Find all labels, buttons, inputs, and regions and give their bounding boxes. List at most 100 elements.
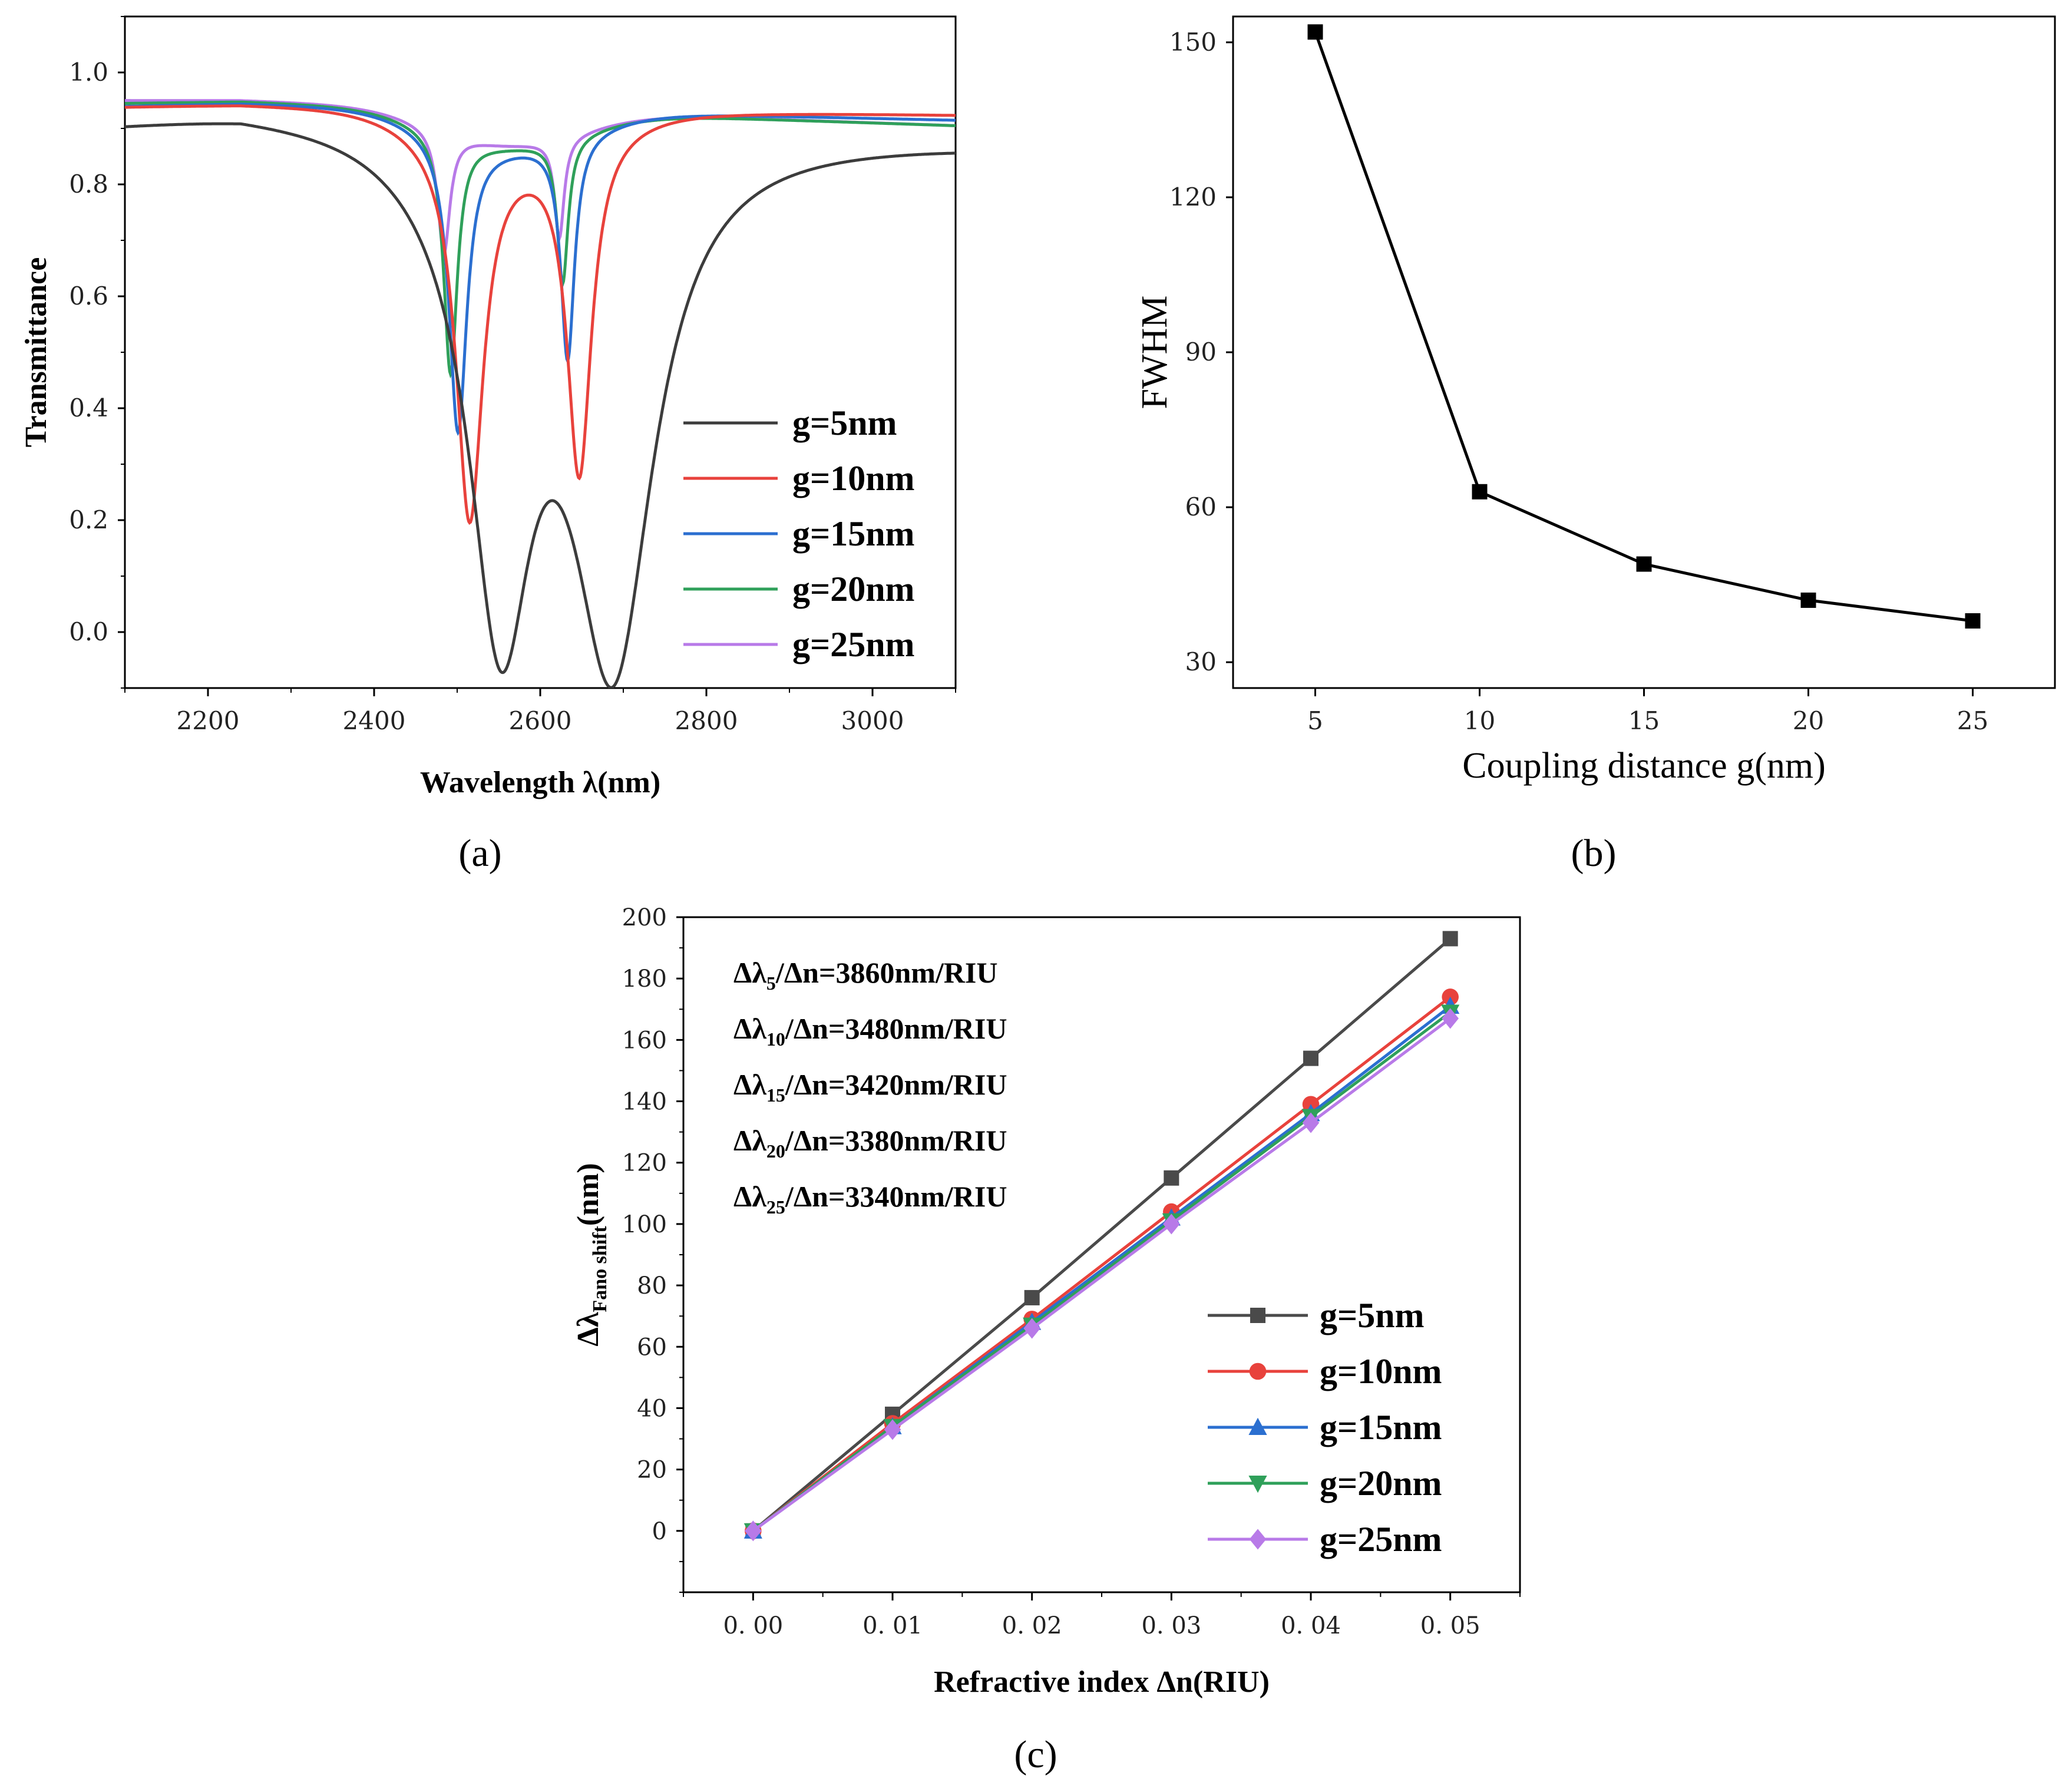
panel-c-yaxis-title-suffix: (nm): [571, 1163, 605, 1226]
panel-c-legend-label: g=15nm: [1320, 1408, 1442, 1447]
panel-c-annotation-sub: 15: [766, 1084, 785, 1106]
panel-a-label: (a): [458, 832, 501, 875]
panel-a-xaxis-title: Wavelength λ(nm): [420, 766, 660, 799]
panel-a-legend-label: g=15nm: [792, 514, 915, 553]
panel-a-ytick-label: 0.4: [69, 393, 108, 422]
panel-b-xtick-label: 25: [1957, 706, 1988, 735]
panel-b-data-point: [1800, 592, 1816, 608]
panel-c-legend-marker: [1249, 1529, 1267, 1550]
panel-c-annotation-post: /Δn=3340nm/RIU: [785, 1180, 1007, 1213]
panel-c-series-line-g=25nm: [752, 1017, 1452, 1532]
panel-c-annotation: Δλ15/Δn=3420nm/RIU: [733, 1068, 1007, 1106]
panel-c-annotation-pre: Δλ: [733, 1180, 766, 1213]
panel-c-annotation-sub: 25: [766, 1196, 785, 1218]
panel-c-legend-marker: [1250, 1308, 1265, 1323]
panel-c-label: (c): [1014, 1733, 1057, 1776]
panel-c-data-point: [1023, 1318, 1040, 1339]
panel-a-ytick-label: 0.6: [69, 282, 108, 310]
panel-c-xtick-label: 0. 01: [862, 1612, 923, 1639]
panel-b-ytick-label: 120: [1169, 183, 1217, 211]
panel-a-xtick-label: 2800: [675, 706, 738, 735]
panel-c-ytick-label: 100: [622, 1211, 667, 1238]
panel-b-xtick-label: 20: [1793, 706, 1824, 735]
panel-c-annotation-post: /Δn=3420nm/RIU: [785, 1068, 1007, 1101]
panel-b-xtick-label: 5: [1307, 706, 1323, 735]
panel-c-annotation-post: /Δn=3480nm/RIU: [785, 1012, 1007, 1045]
panel-c-legend-label: g=25nm: [1320, 1520, 1442, 1559]
panel-c-series-line-g=5nm: [752, 937, 1452, 1532]
panel-a-series-line-g=10nm: [125, 104, 956, 525]
panel-a-yaxis-title: Transmittance: [19, 257, 53, 448]
panel-b-ytick-label: 150: [1169, 28, 1217, 57]
panel-b-fwhm-chart: (b) 30 60 90 120 150 5 10 15 20 25 Coupling distan…: [1135, 15, 2056, 875]
panel-a-ytick-label: 0.2: [69, 505, 108, 534]
panel-b-xtick-label: 10: [1464, 706, 1495, 735]
panel-c-ytick-label: 0: [652, 1518, 667, 1545]
panel-a-legend-label: g=10nm: [792, 459, 915, 498]
panel-a-series-line-g=15nm: [125, 102, 956, 436]
panel-c-annotation: Δλ5/Δn=3860nm/RIU: [733, 956, 997, 994]
panel-c-ytick-label: 60: [637, 1334, 667, 1361]
panel-b-data-point: [1472, 484, 1488, 500]
panel-c-legend-marker: [1248, 1417, 1267, 1435]
panel-c-annotation-pre: Δλ: [733, 1068, 766, 1101]
panel-c-data-point: [1442, 1008, 1459, 1029]
panel-b-yaxis-title: FWHM: [1135, 296, 1175, 409]
panel-c-ytick-label: 40: [637, 1395, 667, 1422]
panel-b-data-point: [1965, 613, 1981, 629]
panel-b-data-point: [1636, 556, 1652, 572]
panel-c-xtick-label: 0. 02: [1002, 1612, 1062, 1639]
panel-a-legend-label: g=20nm: [792, 570, 915, 609]
panel-c-shift-chart: (c) 0 20 40 60 80 100 120 140 160 180 200 0. 00 0. 0…: [571, 904, 1521, 1776]
panel-c-yaxis-title: ΔλFano shift(nm): [571, 1163, 611, 1346]
panel-c-xtick-label: 0. 05: [1420, 1612, 1481, 1639]
panel-c-ytick-label: 200: [622, 904, 667, 931]
panel-b-label: (b): [1571, 832, 1617, 875]
panel-c-ytick-label: 140: [622, 1089, 667, 1116]
panel-c-annotation: Δλ25/Δn=3340nm/RIU: [733, 1180, 1007, 1218]
panel-b-ytick-label: 60: [1185, 492, 1217, 521]
panel-c-annotation-pre: Δλ: [733, 956, 766, 989]
panel-a-xtick-label: 2400: [343, 706, 406, 735]
panel-a-legend-label: g=25nm: [792, 625, 915, 664]
panel-c-data-point: [1302, 1112, 1320, 1133]
panel-a-ytick-label: 0.0: [69, 617, 108, 646]
panel-c-data-point: [1163, 1213, 1180, 1235]
panel-c-data-point: [884, 1419, 901, 1440]
panel-c-annotation-sub: 5: [766, 973, 776, 994]
panel-c-data-point: [1164, 1170, 1179, 1186]
panel-a-legend-label: g=5nm: [792, 404, 897, 442]
panel-b-xtick-label: 15: [1628, 706, 1660, 735]
panel-c-series-line-g=20nm: [752, 1011, 1452, 1532]
panel-a-xtick-label: 2600: [509, 706, 572, 735]
panel-a-series-line-g=5nm: [125, 122, 956, 688]
panel-b-ytick-label: 90: [1185, 338, 1217, 366]
panel-c-annotation-pre: Δλ: [733, 1012, 766, 1045]
panel-b-data-point: [1307, 24, 1323, 40]
panel-c-legend-marker: [1248, 1476, 1267, 1493]
panel-a-xtick-label: 3000: [841, 706, 904, 735]
panel-a-ytick-label: 0.8: [69, 170, 108, 199]
panel-c-xtick-label: 0. 03: [1141, 1612, 1201, 1639]
panel-c-annotation-sub: 20: [766, 1140, 785, 1162]
panel-c-data-point: [1024, 1289, 1040, 1305]
panel-c-data-point: [1442, 931, 1458, 947]
panel-c-ytick-label: 80: [637, 1272, 667, 1299]
panel-c-annotation: Δλ20/Δn=3380nm/RIU: [733, 1124, 1007, 1162]
panel-c-legend-label: g=10nm: [1320, 1352, 1442, 1391]
panel-c-annotation: Δλ10/Δn=3480nm/RIU: [733, 1012, 1007, 1050]
panel-c-yaxis-title-sub: Fano shift: [589, 1225, 611, 1312]
panel-a-ytick-label: 1.0: [69, 58, 108, 87]
panel-a-xtick-label: 2200: [177, 706, 240, 735]
panel-c-yaxis-title-main: Δλ: [571, 1312, 605, 1347]
panel-c-legend-marker: [1249, 1363, 1267, 1380]
panel-a-series-line-g=20nm: [125, 100, 956, 379]
panel-c-ytick-label: 180: [622, 965, 667, 993]
panel-c-xtick-label: 0. 04: [1281, 1612, 1341, 1639]
panel-c-legend-label: g=20nm: [1320, 1464, 1442, 1503]
panel-c-xtick-label: 0. 00: [723, 1612, 783, 1639]
panel-c-annotation-pre: Δλ: [733, 1124, 766, 1157]
panel-a-transmittance-chart: (a) 0.0 0.2 0.4 0.6 0.8 1.0 2200 2400 2600 2800 30…: [19, 15, 957, 875]
panel-c-ytick-label: 120: [622, 1150, 667, 1177]
